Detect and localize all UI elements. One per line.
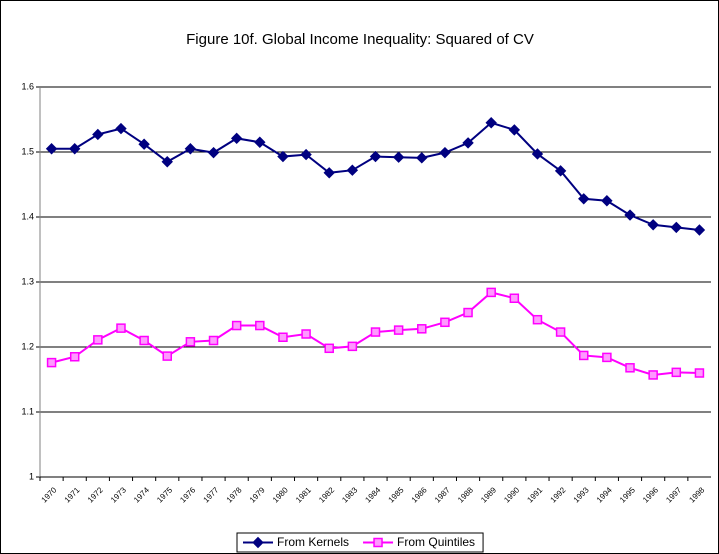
- data-point: [184, 143, 197, 155]
- legend-box: [236, 532, 484, 553]
- data-point: [392, 151, 405, 163]
- data-point: [554, 165, 567, 177]
- data-point: [207, 146, 220, 159]
- data-point: [601, 195, 613, 207]
- data-point: [370, 327, 381, 337]
- data-point: [139, 335, 149, 346]
- data-point: [508, 124, 521, 136]
- data-point: [486, 287, 496, 298]
- data-point: [694, 368, 705, 378]
- data-point: [300, 148, 312, 161]
- data-point: [347, 341, 358, 352]
- y-tick-label: 1.3: [21, 276, 34, 286]
- data-point: [462, 137, 474, 149]
- data-point: [116, 323, 126, 333]
- y-tick-label: 1.1: [21, 406, 34, 416]
- data-point: [439, 146, 451, 159]
- data-point: [416, 152, 428, 164]
- data-point: [230, 132, 243, 145]
- data-point: [624, 209, 636, 221]
- data-point: [277, 150, 289, 163]
- data-point: [324, 343, 334, 354]
- data-point: [346, 164, 359, 176]
- data-point: [463, 307, 473, 318]
- y-tick-label: 1: [29, 471, 34, 481]
- data-point: [648, 370, 658, 380]
- data-point: [485, 117, 497, 129]
- y-tick-label: 1.6: [21, 81, 34, 91]
- data-point: [578, 350, 589, 361]
- data-point: [185, 337, 196, 347]
- data-point: [532, 314, 543, 325]
- data-point: [393, 325, 404, 335]
- data-point: [625, 363, 635, 373]
- data-point: [138, 138, 150, 150]
- data-point: [68, 143, 81, 155]
- chart-title: Figure 10f. Global Income Inequality: Sq…: [186, 31, 534, 48]
- legend-label: From Quintiles: [397, 535, 475, 549]
- data-point: [231, 320, 242, 331]
- data-point: [161, 156, 173, 168]
- data-point: [602, 352, 612, 363]
- data-point: [208, 335, 219, 346]
- data-point: [369, 150, 382, 163]
- data-point: [254, 136, 266, 148]
- data-point: [440, 317, 450, 328]
- legend-label: From Kernels: [277, 535, 349, 549]
- y-tick-label: 1.5: [21, 146, 34, 156]
- data-point: [670, 221, 683, 234]
- legend-marker: [373, 537, 383, 548]
- data-point: [115, 122, 127, 135]
- legend-marker: [252, 536, 264, 549]
- data-point: [578, 193, 590, 205]
- legend: From Kernels From Quintiles: [236, 532, 484, 553]
- data-point: [162, 351, 173, 361]
- data-point: [255, 320, 265, 331]
- y-tick-label: 1.2: [21, 341, 34, 351]
- y-tick-label: 1.4: [21, 211, 34, 221]
- data-point: [323, 167, 335, 179]
- data-point: [531, 148, 544, 160]
- data-point: [92, 128, 104, 141]
- data-point: [46, 357, 57, 368]
- data-point: [671, 367, 682, 378]
- data-point: [278, 332, 288, 342]
- data-point: [693, 224, 706, 236]
- data-point: [509, 293, 520, 303]
- data-point: [417, 324, 427, 334]
- data-point: [301, 329, 311, 339]
- data-point: [45, 143, 58, 155]
- data-point: [555, 327, 566, 337]
- data-point: [69, 352, 80, 362]
- data-point: [93, 335, 103, 345]
- data-point: [647, 219, 659, 231]
